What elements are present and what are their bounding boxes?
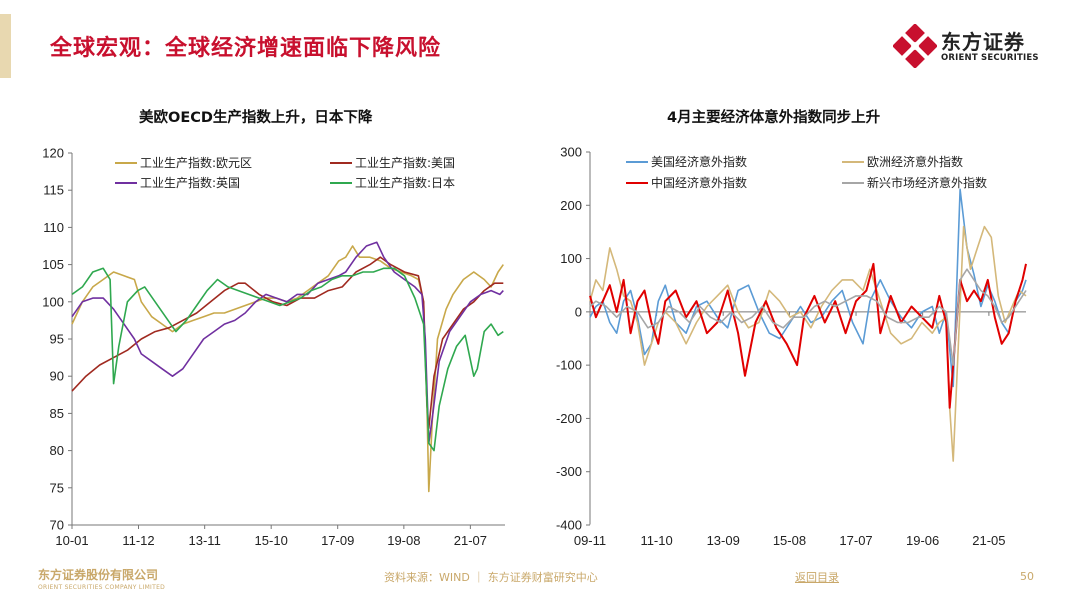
page-title: 全球宏观：全球经济增速面临下降风险 — [50, 36, 442, 61]
chart-title-surprise: 4月主要经济体意外指数同步上升 — [667, 110, 881, 126]
footer-company-en: ORIENT SECURITIES COMPANY LIMITED — [38, 584, 166, 591]
x-tick-label: 17-07 — [839, 533, 872, 548]
accent-bar — [0, 14, 11, 78]
back-to-contents-link[interactable]: 返回目录 — [795, 571, 839, 584]
x-tick-label: 15-08 — [773, 533, 806, 548]
y-tick-label: 120 — [42, 146, 64, 161]
legend-label: 欧洲经济意外指数 — [867, 154, 963, 169]
logo-text-en: ORIENT SECURITIES — [941, 53, 1039, 63]
x-tick-label: 13-09 — [707, 533, 740, 548]
company-logo: 东方证券 ORIENT SECURITIES — [893, 24, 1058, 68]
x-tick-label: 11-12 — [122, 533, 154, 548]
series-line-3 — [589, 262, 1027, 409]
source-note: 资料来源：WIND ｜ 东方证券财富研究中心 — [384, 571, 598, 584]
y-tick-label: 105 — [42, 257, 64, 272]
y-tick-label: 80 — [50, 443, 64, 458]
x-tick-label: 15-10 — [255, 533, 288, 548]
x-tick-label: 21-07 — [454, 533, 487, 548]
y-tick-label: 0 — [575, 304, 582, 319]
chart-economic-surprise: -400 -300 -200 -100 0 100 200 300 09-11 11-10 13-0… — [556, 145, 1027, 548]
y-tick-label: 90 — [50, 369, 64, 384]
y-tick-label: 95 — [50, 332, 64, 347]
y-tick-label: -300 — [556, 464, 582, 479]
y-tick-label: 75 — [50, 480, 64, 495]
x-tick-label: 11-10 — [640, 533, 672, 548]
y-tick-label: 100 — [42, 294, 64, 309]
chart-oecd-production: 70 75 80 85 90 95 100 105 110 115 120 10-01 11-12 13-… — [42, 146, 505, 548]
legend-label: 工业生产指数:日本 — [355, 175, 455, 190]
y-tick-label: 115 — [43, 183, 64, 198]
legend-label: 中国经济意外指数 — [651, 175, 747, 190]
x-tick-label: 21-05 — [972, 533, 1005, 548]
y-tick-label: 85 — [50, 406, 64, 421]
footer-company: 东方证券股份有限公司 ORIENT SECURITIES COMPANY LIM… — [38, 566, 165, 591]
legend-label: 工业生产指数:英国 — [140, 175, 240, 190]
y-tick-label: -200 — [556, 411, 582, 426]
series-line-4 — [589, 268, 1027, 366]
legend-label: 工业生产指数:欧元区 — [140, 155, 252, 170]
y-tick-label: 100 — [560, 251, 582, 266]
logo-mark-icon — [893, 24, 937, 68]
y-tick-label: 70 — [50, 518, 64, 533]
legend-label: 新兴市场经济意外指数 — [867, 175, 987, 190]
series-line-2 — [589, 225, 1027, 462]
y-tick-label: 200 — [560, 198, 582, 213]
logo-text-cn: 东方证券 — [941, 30, 1025, 54]
y-tick-label: 300 — [560, 145, 582, 160]
y-tick-label: -100 — [556, 358, 582, 373]
y-tick-label: 110 — [43, 220, 64, 235]
page-number: 50 — [1020, 570, 1034, 583]
x-tick-label: 13-11 — [189, 533, 221, 548]
x-tick-label: 10-01 — [55, 533, 88, 548]
chart-title-oecd: 美欧OECD生产指数上升，日本下降 — [139, 110, 373, 126]
series-line-3 — [71, 241, 504, 444]
series-line-2 — [71, 256, 504, 430]
x-tick-label: 19-06 — [906, 533, 939, 548]
x-tick-label: 17-09 — [321, 533, 354, 548]
series-line-4 — [71, 267, 504, 452]
series-line-1 — [589, 188, 1027, 388]
x-tick-label: 09-11 — [574, 533, 606, 548]
footer-company-cn: 东方证券股份有限公司 — [38, 568, 159, 582]
legend-label: 工业生产指数:美国 — [355, 155, 455, 170]
y-tick-label: -400 — [556, 518, 582, 533]
legend-label: 美国经济意外指数 — [651, 154, 747, 169]
x-tick-label: 19-08 — [387, 533, 420, 548]
